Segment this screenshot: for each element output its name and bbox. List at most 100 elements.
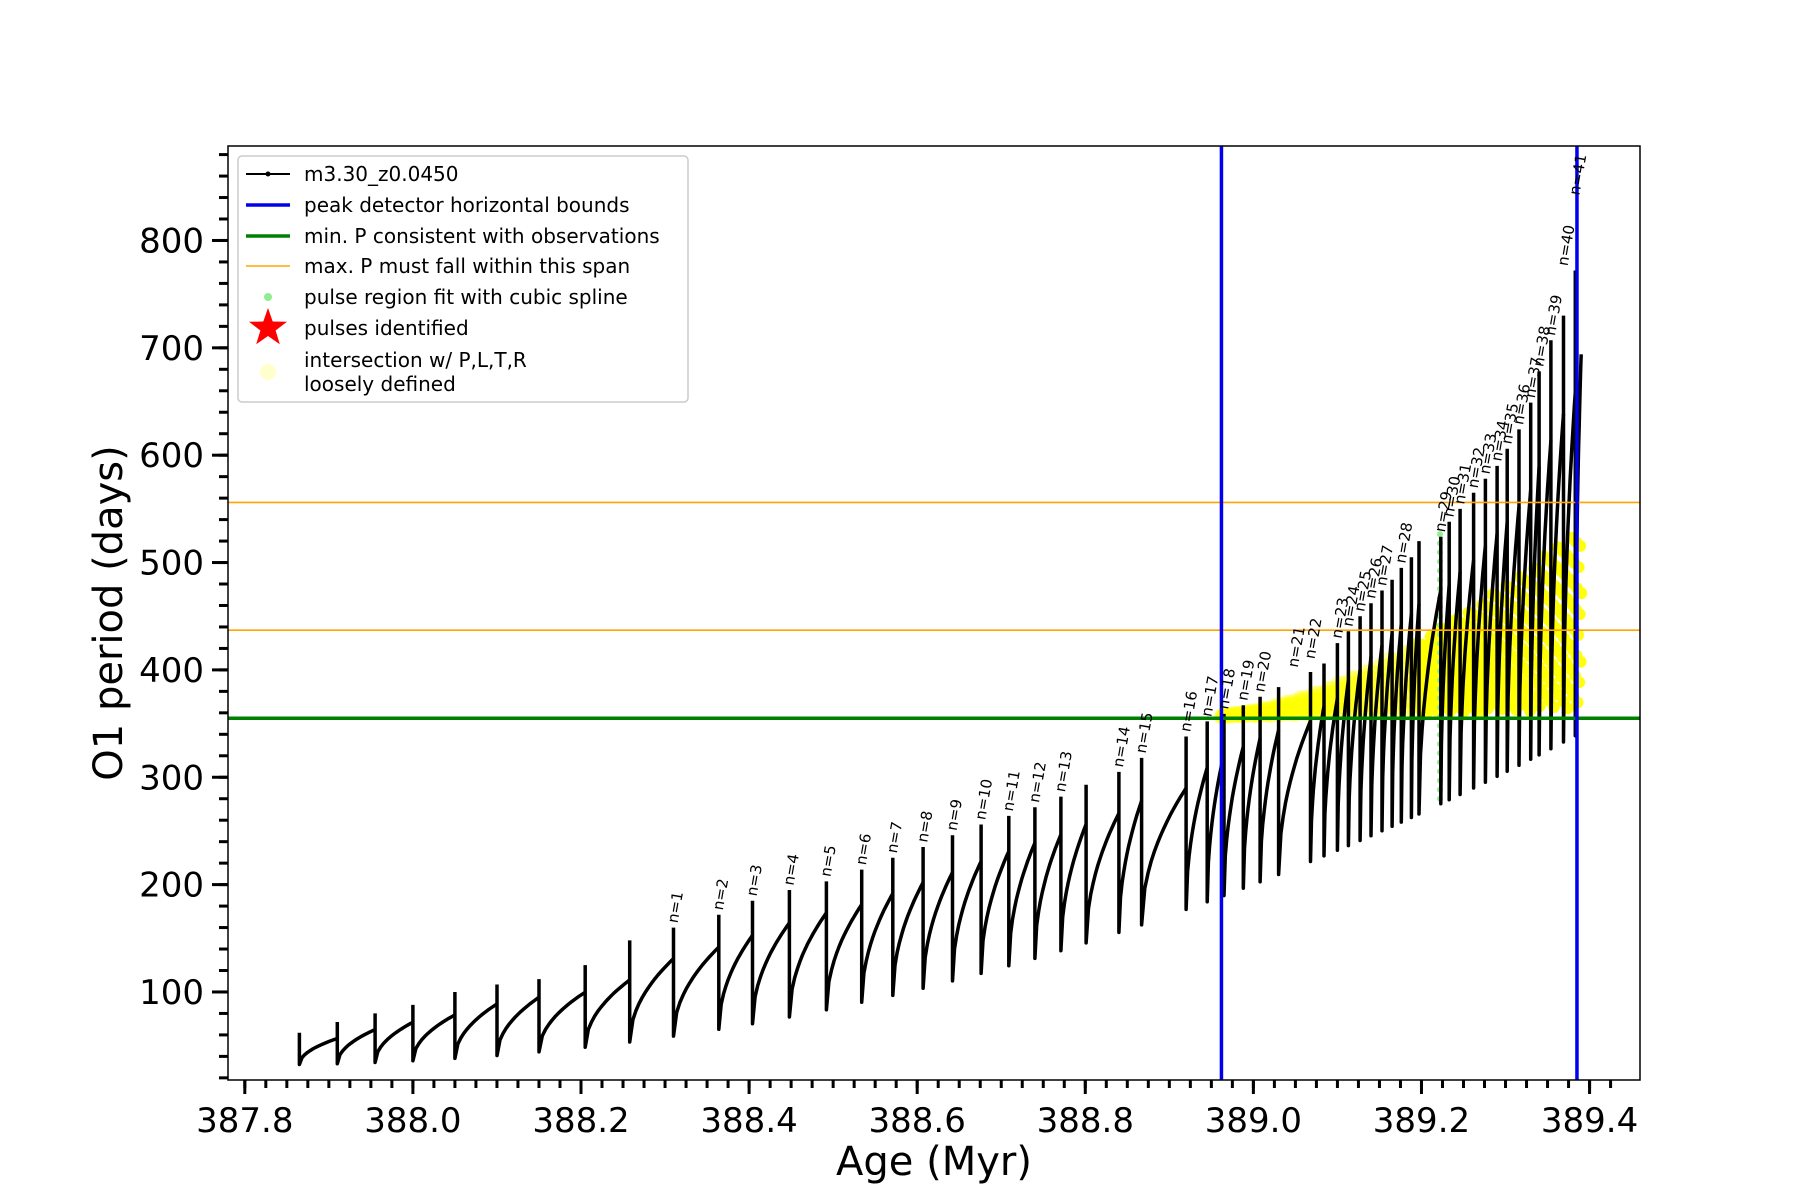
intersection-point	[1277, 696, 1290, 709]
intersection-point	[1312, 692, 1325, 704]
y-axis-title: O1 period (days)	[86, 445, 132, 780]
intersection-point	[1299, 700, 1312, 713]
intersection-point	[1264, 703, 1277, 716]
cycle-curve	[717, 914, 754, 1032]
cycle-curve	[824, 881, 864, 1012]
pulse-label: n=5	[817, 844, 840, 878]
legend-entry-label: peak detector horizontal bounds	[304, 193, 630, 217]
intersection-point	[1323, 696, 1336, 709]
cycle-curve	[1258, 696, 1281, 884]
intersection-point	[1287, 693, 1300, 706]
x-axis-title: Age (Myr)	[836, 1139, 1032, 1185]
pulse-label: n=10	[971, 778, 996, 822]
cycle-curve	[979, 824, 1011, 976]
intersection-point	[1289, 703, 1302, 715]
cycle-curve	[1517, 429, 1533, 768]
pulse-label: n=41	[1566, 153, 1591, 197]
cycle-curve	[1380, 590, 1394, 833]
cycle-curve	[411, 1004, 456, 1063]
intersection-point	[1259, 704, 1272, 717]
cycle-curve	[1308, 672, 1326, 864]
cycle-curve	[891, 857, 925, 998]
intersection-point	[1288, 698, 1301, 711]
cycle-curve	[1549, 340, 1566, 751]
intersection-point	[1281, 702, 1294, 715]
intersection-point	[1323, 684, 1336, 697]
intersection-point	[1277, 702, 1290, 715]
intersection-point	[1244, 704, 1257, 717]
cycle-curve	[787, 890, 828, 1019]
intersection-point	[1245, 703, 1258, 716]
cycle-curve	[1561, 315, 1578, 744]
cycle-curve	[1322, 663, 1340, 858]
intersection-point	[1297, 690, 1310, 702]
intersection-point	[1291, 700, 1304, 713]
cycle-curve	[1346, 631, 1362, 848]
legend-entry-label: loosely defined	[304, 372, 456, 396]
intersection-point	[1278, 700, 1291, 713]
pulse-label: n=9	[943, 798, 966, 832]
y-tick-label: 100	[139, 973, 204, 1013]
intersection-point	[1292, 705, 1305, 718]
x-tick-label: 388.0	[364, 1101, 461, 1141]
x-tick-label: 388.6	[869, 1101, 966, 1141]
intersection-point	[1245, 706, 1258, 719]
cycle-curve	[921, 847, 955, 990]
intersection-point	[1311, 695, 1323, 708]
pulse-label: n=13	[1051, 750, 1076, 794]
pulse-label: n=14	[1109, 725, 1134, 769]
cycle-curve	[1084, 784, 1121, 945]
intersection-point	[1294, 695, 1307, 708]
cycle-curve	[537, 979, 587, 1054]
cycle-curve	[1471, 492, 1488, 790]
intersection-point	[1295, 700, 1308, 713]
vertical-lines	[1219, 146, 1579, 1080]
cycle-curve	[453, 992, 498, 1061]
intersection-point	[1311, 685, 1324, 698]
intersection-point	[1287, 700, 1300, 713]
legend-entry-label: max. P must fall within this span	[304, 254, 630, 278]
intersection-point	[1267, 704, 1280, 717]
intersection-point	[1325, 680, 1338, 693]
pulse-label: n=6	[852, 832, 875, 866]
cycle-curve	[1537, 371, 1553, 757]
pulse-label: n=4	[780, 852, 803, 886]
intersection-point	[1242, 705, 1255, 718]
intersection-point	[1310, 705, 1323, 717]
legend-box	[237, 155, 689, 403]
pulse-label: n=8	[913, 809, 936, 843]
x-tick-label: 388.4	[700, 1101, 797, 1141]
intersection-point	[1230, 706, 1243, 719]
legend-entry-label: min. P consistent with observations	[304, 224, 660, 248]
intersection-point	[1263, 704, 1276, 717]
intersection-point	[1286, 707, 1299, 720]
cycle-curve	[1399, 567, 1414, 824]
y-tick-label: 300	[139, 758, 204, 798]
cycle-curve	[1447, 521, 1462, 802]
intersection-point	[1292, 698, 1305, 711]
intersection-point	[1248, 704, 1261, 717]
x-tick-label: 389.2	[1373, 1101, 1470, 1141]
cycle-curve	[335, 1022, 376, 1066]
x-tick-label: 389.0	[1205, 1101, 1302, 1141]
pulse-label: n=22	[1301, 617, 1326, 661]
cycle-curve	[1483, 478, 1499, 784]
y-tick-label: 700	[139, 329, 204, 369]
y-tick-label: 500	[139, 544, 204, 584]
intersection-point	[1297, 698, 1309, 711]
intersection-point	[1309, 688, 1322, 701]
intersection-point	[1278, 706, 1291, 719]
intersection-point	[1298, 703, 1310, 716]
intersection-point	[1266, 701, 1279, 714]
cycle-curve	[1241, 705, 1262, 891]
intersection-point	[1285, 702, 1298, 715]
axes: 387.8 388.0 388.2 388.4 388.6 388.8 389.0 389.2…	[139, 153, 1638, 1141]
legend-entry-label: pulses identified	[304, 316, 469, 340]
intersection-point	[1324, 692, 1337, 705]
intersection-point	[1261, 706, 1274, 719]
pulse-labels: n=1 n=2 n=3 n=4 n=5 n=6 n=7 n=8 n=9 n=10 n=11 n=12 n…	[664, 153, 1591, 925]
cycle-curve	[1033, 807, 1063, 961]
intersection-point	[1312, 702, 1324, 714]
